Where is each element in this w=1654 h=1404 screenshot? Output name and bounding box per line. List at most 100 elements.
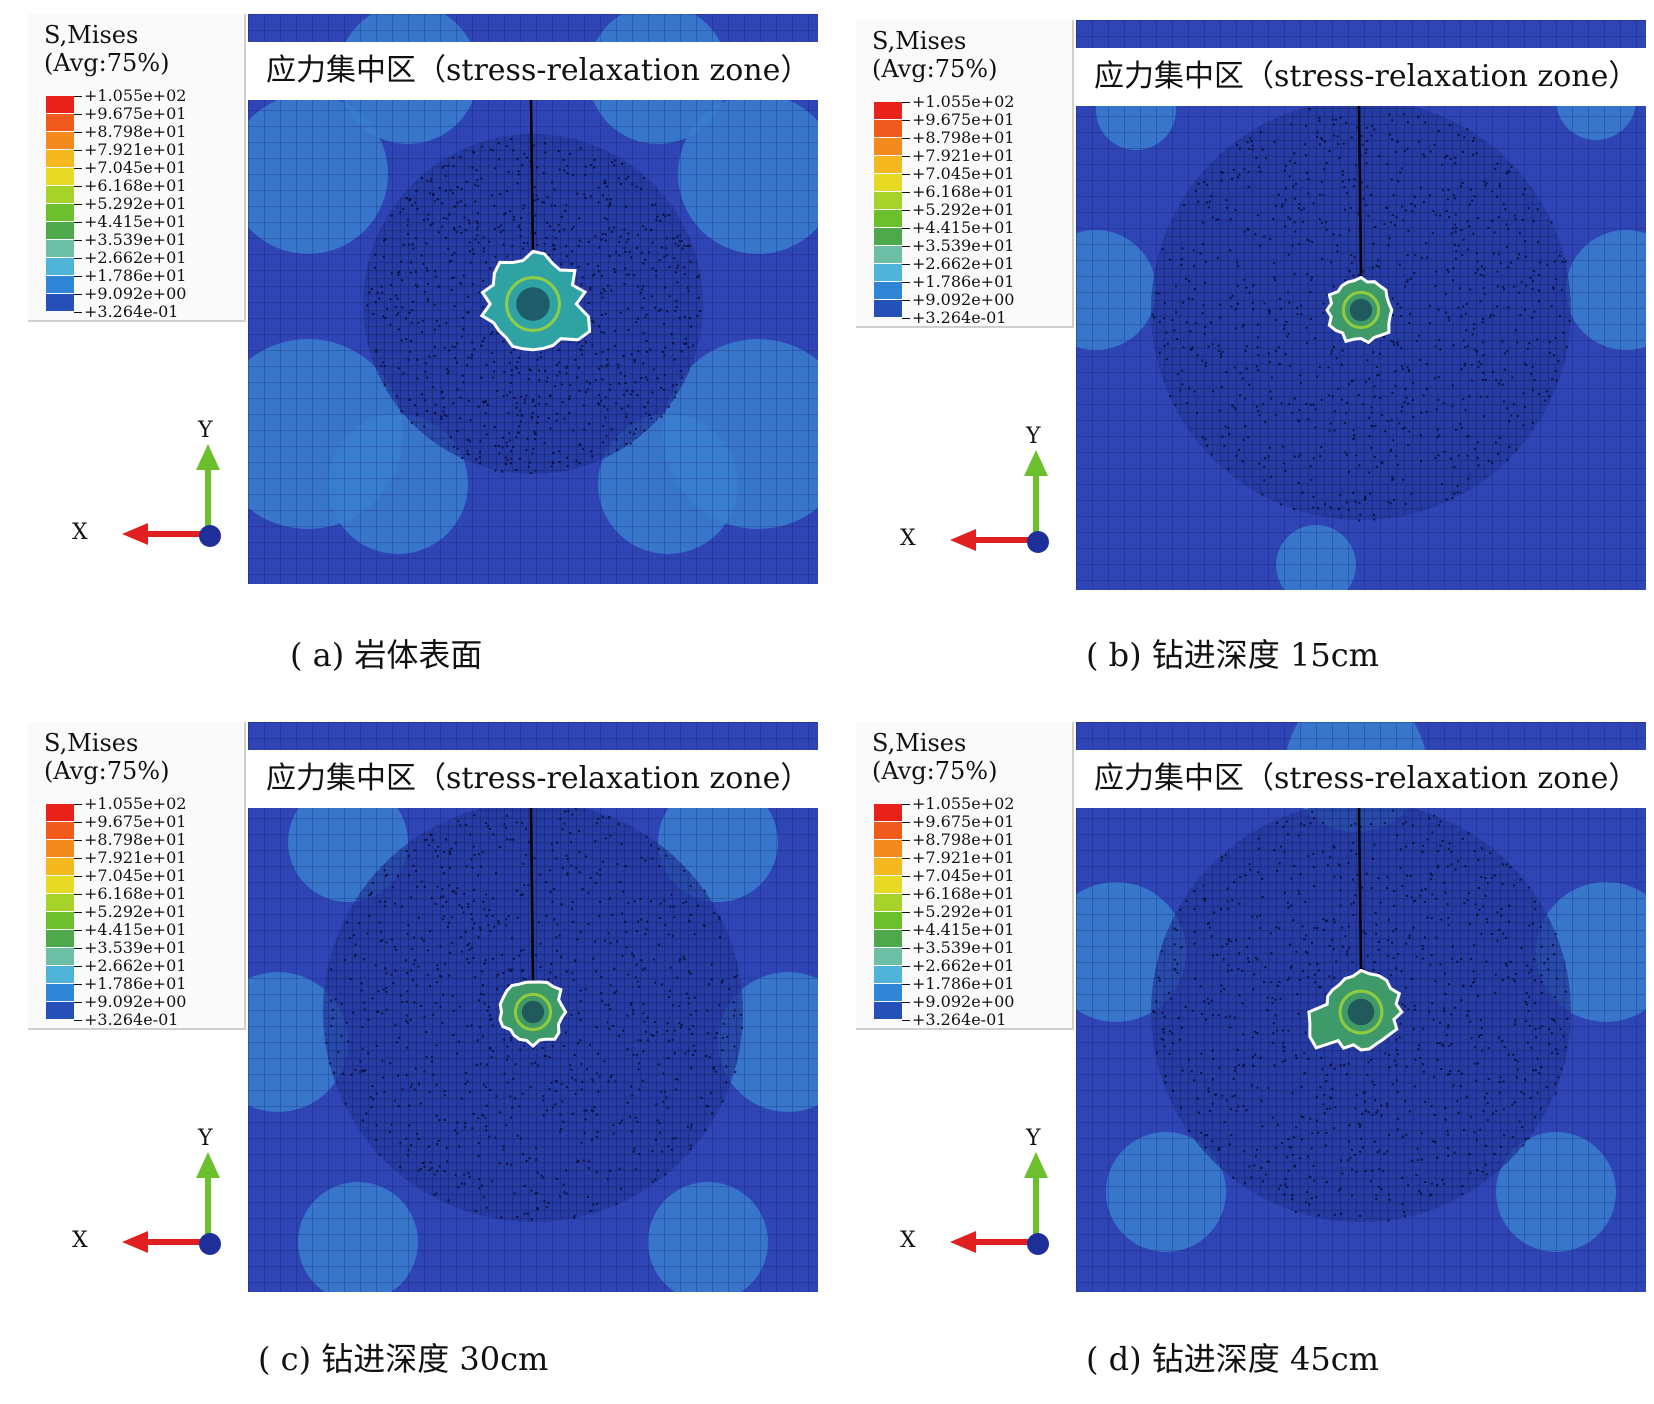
legend-swatch: [46, 948, 74, 965]
y-axis-label: Y: [1026, 1126, 1041, 1151]
legend-tick: [74, 114, 82, 115]
legend-swatch: [874, 840, 902, 857]
legend-level-label: +1.055e+02: [84, 794, 187, 813]
legend-tick: [902, 318, 910, 319]
inner-ring: [513, 992, 553, 1032]
y-arrow-head: [1024, 1152, 1048, 1178]
legend-swatch: [874, 966, 902, 983]
legend-tick: [902, 102, 910, 103]
legend-tick: [902, 966, 910, 967]
legend-level-label: +1.786e+01: [912, 974, 1015, 993]
legend-tick: [74, 312, 82, 313]
legend-tick: [74, 894, 82, 895]
legend-swatch: [874, 282, 902, 299]
legend-tick: [74, 804, 82, 805]
axis-arrows: [122, 444, 221, 547]
legend-subtitle: (Avg:75%): [872, 757, 998, 785]
legend-level-label: +6.168e+01: [912, 182, 1015, 201]
fine-elements: [1151, 100, 1571, 522]
zone-label: 应力集中区（stress-relaxation zone）: [248, 750, 818, 808]
legend-tick: [902, 210, 910, 211]
legend-tick: [902, 984, 910, 985]
legend-tick: [74, 1002, 82, 1003]
mesh-contour: [248, 722, 818, 1292]
fine-elements: [1152, 808, 1569, 1222]
legend-swatch: [46, 258, 74, 275]
legend-swatch: [46, 984, 74, 1001]
legend-swatch: [46, 840, 74, 857]
legend-level-label: +4.415e+01: [912, 218, 1015, 237]
legend-swatch: [874, 858, 902, 875]
legend-level-label: +9.675e+01: [84, 812, 187, 831]
legend-swatch: [46, 150, 74, 167]
legend-tick: [74, 822, 82, 823]
legend-level-label: +3.264e-01: [912, 308, 1007, 327]
legend-title: S,Mises: [44, 729, 139, 757]
legend-tick: [74, 186, 82, 187]
inner-ring: [505, 276, 561, 332]
legend-tick: [902, 264, 910, 265]
legend-swatch: [46, 894, 74, 911]
legend-tick: [74, 294, 82, 295]
legend-tick: [902, 246, 910, 247]
legend-tick: [74, 966, 82, 967]
legend-swatch: [874, 156, 902, 173]
legend-level-label: +9.092e+00: [84, 992, 187, 1011]
legend-level-label: +7.921e+01: [912, 848, 1015, 867]
legend-tick: [902, 1002, 910, 1003]
legend-swatch: [874, 174, 902, 191]
zone-label: 应力集中区（stress-relaxation zone）: [248, 42, 818, 100]
legend-tick: [902, 156, 910, 157]
legend-level-label: +6.168e+01: [84, 884, 187, 903]
legend-tick: [74, 912, 82, 913]
legend-level-label: +6.168e+01: [912, 884, 1015, 903]
legend-level-label: +7.045e+01: [912, 866, 1015, 885]
legend-subtitle: (Avg:75%): [44, 757, 170, 785]
legend-swatch: [46, 912, 74, 929]
z-axis-dot: [1027, 1233, 1049, 1255]
legend-level-label: +5.292e+01: [912, 902, 1015, 921]
x-arrow-head: [122, 523, 148, 545]
drill-line: [529, 98, 535, 257]
legend-level-label: +1.786e+01: [84, 974, 187, 993]
fine-elements: [325, 804, 743, 1221]
legend-swatch: [874, 930, 902, 947]
y-arrow-head: [196, 1152, 220, 1178]
legend-tick: [902, 120, 910, 121]
legend-level-label: +1.786e+01: [84, 266, 187, 285]
legend-level-label: +2.662e+01: [912, 956, 1015, 975]
caption-a: ( a) 岩体表面: [290, 636, 483, 674]
legend-level-label: +3.539e+01: [912, 236, 1015, 255]
legend-tick: [74, 1020, 82, 1021]
legend-level-label: +1.055e+02: [912, 92, 1015, 111]
legend-level-label: +2.662e+01: [84, 248, 187, 267]
legend-subtitle: (Avg:75%): [872, 55, 998, 83]
legend-level-label: +7.045e+01: [84, 866, 187, 885]
legend-tick: [74, 168, 82, 169]
axis-arrows: [122, 1152, 221, 1255]
legend-swatch: [46, 930, 74, 947]
legend-level-label: +7.045e+01: [912, 164, 1015, 183]
drill-line: [1357, 806, 1363, 975]
legend-swatch: [46, 294, 74, 311]
x-axis-label: X: [900, 526, 916, 551]
legend-level-label: +7.921e+01: [912, 146, 1015, 165]
borehole-core: [1347, 998, 1375, 1026]
legend-level-label: +9.675e+01: [912, 110, 1015, 129]
z-axis-dot: [199, 525, 221, 547]
legend-swatch: [46, 186, 74, 203]
legend-tick: [74, 204, 82, 205]
legend-level-label: +3.539e+01: [912, 938, 1015, 957]
legend-tick: [74, 222, 82, 223]
legend-tick: [902, 300, 910, 301]
legend-tick: [902, 228, 910, 229]
legend-tick: [74, 276, 82, 277]
legend-swatch: [874, 192, 902, 209]
panel-a: S,Mises (Avg:75%) +1.055e+02 +9.675e+01 +8…: [28, 14, 818, 584]
inner-ring: [1341, 290, 1381, 330]
legend-tick: [902, 894, 910, 895]
legend-level-label: +9.092e+00: [84, 284, 187, 303]
y-axis-label: Y: [198, 1126, 213, 1151]
